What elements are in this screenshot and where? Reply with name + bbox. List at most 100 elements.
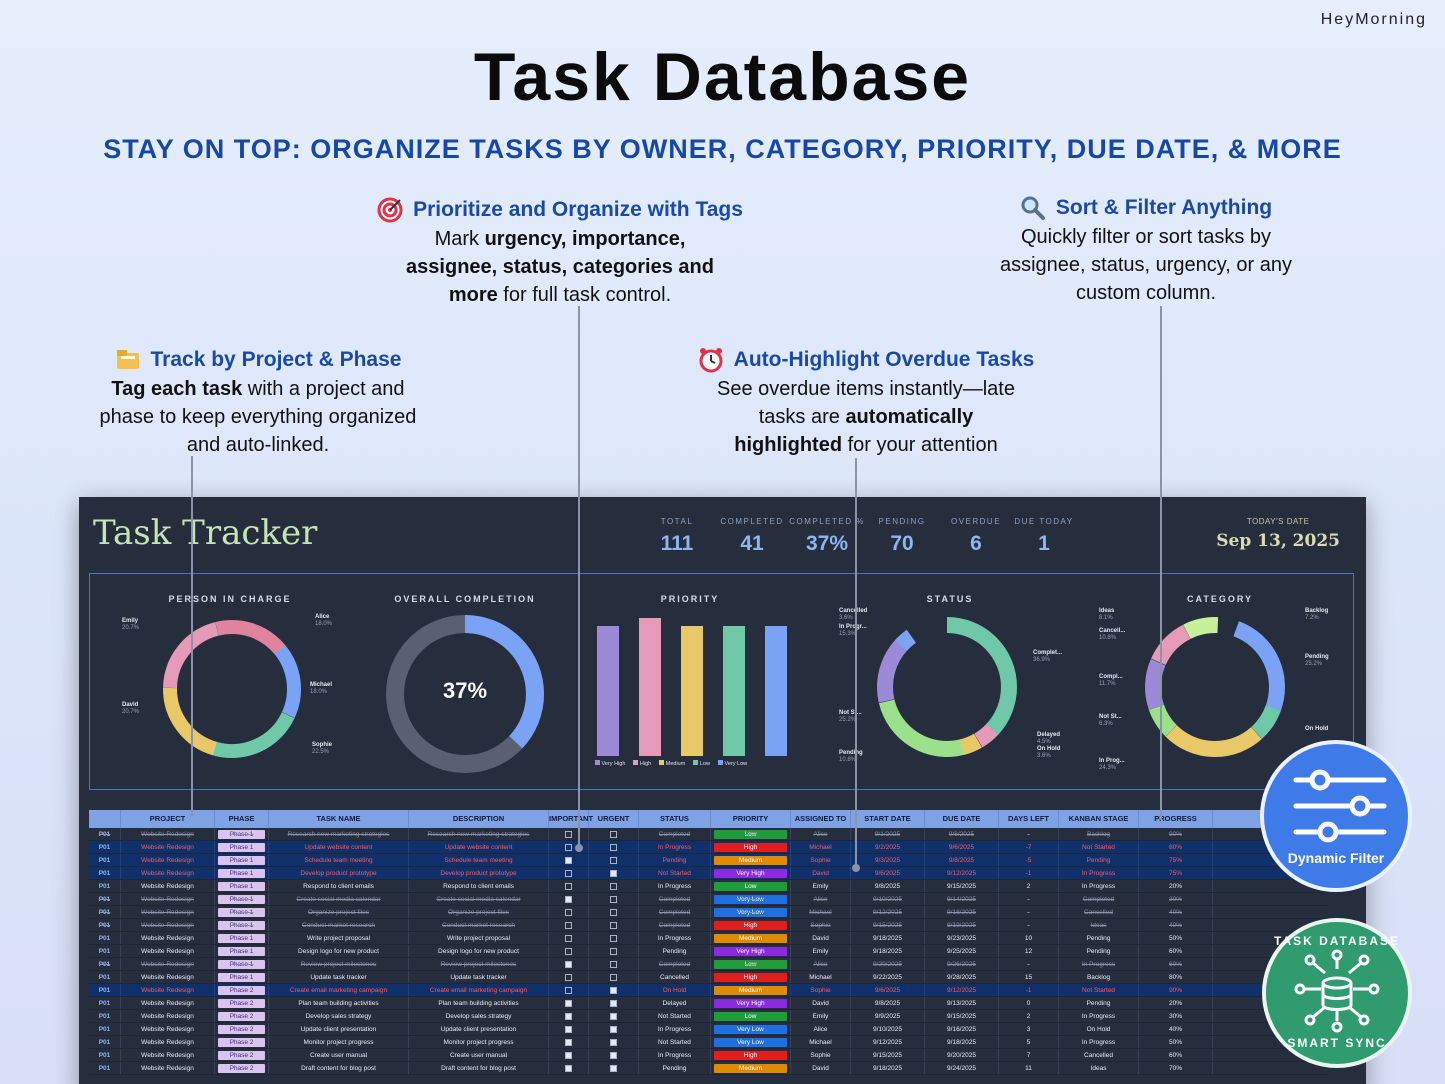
project-cell[interactable]: Website Redesign: [121, 867, 215, 879]
start-date-cell[interactable]: 9/20/2025: [851, 958, 925, 970]
kanban-stage-cell[interactable]: Pending: [1059, 945, 1139, 957]
phase-chip[interactable]: Phase 1: [218, 908, 265, 917]
phase-chip[interactable]: Phase 1: [218, 895, 265, 904]
status-cell[interactable]: Pending: [639, 854, 711, 866]
start-date-cell[interactable]: 9/2/2025: [851, 841, 925, 853]
phase-cell[interactable]: Phase 2: [215, 1010, 269, 1022]
status-cell[interactable]: Completed: [639, 893, 711, 905]
table-row[interactable]: P01 Website Redesign Phase 1 Respond to cli…: [89, 880, 1329, 893]
phase-chip[interactable]: Phase 1: [218, 921, 265, 930]
task-name-cell[interactable]: Create user manual: [269, 1049, 409, 1061]
table-row[interactable]: P01 Website Redesign Phase 2 Monitor projec…: [89, 1036, 1329, 1049]
project-cell[interactable]: Website Redesign: [121, 828, 215, 840]
table-row[interactable]: P01 Website Redesign Phase 1 Review project…: [89, 958, 1329, 971]
start-date-cell[interactable]: 9/3/2025: [851, 854, 925, 866]
phase-cell[interactable]: Phase 1: [215, 919, 269, 931]
priority-chip[interactable]: Medium: [714, 1064, 787, 1073]
task-name-cell[interactable]: Design logo for new product: [269, 945, 409, 957]
phase-cell[interactable]: Phase 1: [215, 841, 269, 853]
urgent-checkbox-cell[interactable]: [589, 841, 639, 853]
kanban-stage-cell[interactable]: Not Started: [1059, 841, 1139, 853]
description-cell[interactable]: Develop product prototype: [409, 867, 549, 879]
important-checkbox-cell[interactable]: [549, 880, 589, 892]
project-cell[interactable]: Website Redesign: [121, 997, 215, 1009]
priority-cell[interactable]: Low: [711, 828, 791, 840]
project-cell[interactable]: Website Redesign: [121, 1010, 215, 1022]
start-date-cell[interactable]: 9/9/2025: [851, 1010, 925, 1022]
kanban-stage-cell[interactable]: Backlog: [1059, 971, 1139, 983]
urgent-checkbox-cell[interactable]: [589, 1049, 639, 1061]
phase-chip[interactable]: Phase 1: [218, 843, 265, 852]
assigned-to-cell[interactable]: Michael: [791, 906, 851, 918]
task-name-cell[interactable]: Review project milestones: [269, 958, 409, 970]
urgent-checkbox[interactable]: [610, 947, 617, 955]
assigned-to-cell[interactable]: Alice: [791, 828, 851, 840]
important-checkbox[interactable]: [565, 869, 572, 877]
phase-cell[interactable]: Phase 1: [215, 958, 269, 970]
important-checkbox-cell[interactable]: [549, 906, 589, 918]
due-date-cell[interactable]: 9/13/2025: [925, 997, 999, 1009]
priority-cell[interactable]: High: [711, 971, 791, 983]
kanban-stage-cell[interactable]: Completed: [1059, 893, 1139, 905]
priority-chip[interactable]: High: [714, 921, 787, 930]
task-name-cell[interactable]: Update client presentation: [269, 1023, 409, 1035]
status-cell[interactable]: On Hold: [639, 984, 711, 996]
urgent-checkbox-cell[interactable]: [589, 828, 639, 840]
important-checkbox[interactable]: [565, 934, 572, 942]
priority-chip[interactable]: Medium: [714, 934, 787, 943]
important-checkbox[interactable]: [565, 843, 572, 851]
kanban-stage-cell[interactable]: In Progress: [1059, 1010, 1139, 1022]
urgent-checkbox[interactable]: [610, 1064, 617, 1072]
important-checkbox-cell[interactable]: [549, 841, 589, 853]
urgent-checkbox[interactable]: [610, 1051, 617, 1059]
urgent-checkbox-cell[interactable]: [589, 854, 639, 866]
start-date-cell[interactable]: 9/6/2025: [851, 984, 925, 996]
important-checkbox-cell[interactable]: [549, 932, 589, 944]
phase-cell[interactable]: Phase 1: [215, 945, 269, 957]
due-date-cell[interactable]: 9/24/2025: [925, 1062, 999, 1074]
table-row[interactable]: P01 Website Redesign Phase 1 Create social …: [89, 893, 1329, 906]
description-cell[interactable]: Develop sales strategy: [409, 1010, 549, 1022]
important-checkbox-cell[interactable]: [549, 971, 589, 983]
urgent-checkbox-cell[interactable]: [589, 997, 639, 1009]
description-cell[interactable]: Respond to client emails: [409, 880, 549, 892]
description-cell[interactable]: Review project milestones: [409, 958, 549, 970]
status-cell[interactable]: Cancelled: [639, 971, 711, 983]
task-name-cell[interactable]: Write project proposal: [269, 932, 409, 944]
due-date-cell[interactable]: 9/12/2025: [925, 867, 999, 879]
kanban-stage-cell[interactable]: In Progress: [1059, 867, 1139, 879]
phase-cell[interactable]: Phase 2: [215, 1023, 269, 1035]
table-row[interactable]: P01 Website Redesign Phase 2 Update client …: [89, 1023, 1329, 1036]
priority-chip[interactable]: Very High: [714, 999, 787, 1008]
assigned-to-cell[interactable]: Emily: [791, 1010, 851, 1022]
assigned-to-cell[interactable]: Alice: [791, 1023, 851, 1035]
phase-chip[interactable]: Phase 2: [218, 1025, 265, 1034]
assigned-to-cell[interactable]: David: [791, 867, 851, 879]
task-name-cell[interactable]: Monitor project progress: [269, 1036, 409, 1048]
important-checkbox[interactable]: [565, 882, 572, 890]
priority-cell[interactable]: Very High: [711, 945, 791, 957]
due-date-cell[interactable]: 9/18/2025: [925, 1036, 999, 1048]
due-date-cell[interactable]: 9/18/2025: [925, 906, 999, 918]
phase-chip[interactable]: Phase 2: [218, 1064, 265, 1073]
start-date-cell[interactable]: 9/8/2025: [851, 997, 925, 1009]
description-cell[interactable]: Create email marketing campaign: [409, 984, 549, 996]
phase-cell[interactable]: Phase 1: [215, 971, 269, 983]
priority-chip[interactable]: Low: [714, 882, 787, 891]
start-date-cell[interactable]: 9/10/2025: [851, 893, 925, 905]
assigned-to-cell[interactable]: David: [791, 1062, 851, 1074]
status-cell[interactable]: Delayed: [639, 997, 711, 1009]
project-cell[interactable]: Website Redesign: [121, 1036, 215, 1048]
table-row[interactable]: P01 Website Redesign Phase 2 Plan team buil…: [89, 997, 1329, 1010]
important-checkbox[interactable]: [565, 960, 572, 968]
priority-cell[interactable]: Very Low: [711, 1036, 791, 1048]
assigned-to-cell[interactable]: Alice: [791, 958, 851, 970]
priority-chip[interactable]: Very High: [714, 947, 787, 956]
important-checkbox[interactable]: [565, 1012, 572, 1020]
description-cell[interactable]: Create user manual: [409, 1049, 549, 1061]
assigned-to-cell[interactable]: Michael: [791, 841, 851, 853]
task-name-cell[interactable]: Update task tracker: [269, 971, 409, 983]
priority-cell[interactable]: Medium: [711, 932, 791, 944]
due-date-cell[interactable]: 9/15/2025: [925, 1010, 999, 1022]
start-date-cell[interactable]: 9/15/2025: [851, 919, 925, 931]
